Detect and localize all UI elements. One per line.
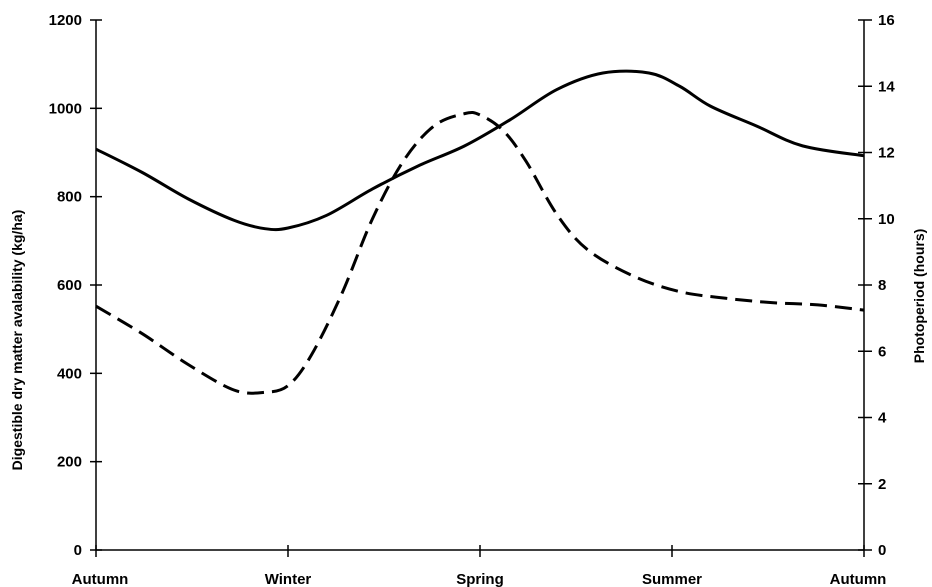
- left-tick-label: 800: [57, 189, 82, 206]
- right-tick-label: 2: [878, 476, 886, 493]
- right-tick-label: 6: [878, 343, 886, 360]
- x-tick-label: Autumn: [830, 571, 887, 587]
- left-axis-title: Digestible dry matter avalability (kg/ha…: [9, 210, 25, 471]
- left-tick-label: 0: [74, 542, 82, 559]
- right-tick-label: 12: [878, 145, 895, 162]
- chart-axes: 0 200 400 600 800 1000 1200 0 2 4 6 8 10 12 14 16 Autumn…: [49, 12, 896, 587]
- left-tick-label: 200: [57, 454, 82, 471]
- right-tick-label: 10: [878, 211, 895, 228]
- chart-series-layer: [95, 69, 865, 395]
- right-tick-label: 8: [878, 277, 886, 294]
- left-tick-label: 600: [57, 277, 82, 294]
- x-tick-label: Summer: [642, 571, 702, 587]
- solid-series-line: [95, 69, 865, 232]
- right-axis-title: Photoperiod (hours): [911, 229, 927, 364]
- x-tick-label: Winter: [265, 571, 312, 587]
- right-tick-label: 0: [878, 542, 886, 559]
- right-tick-label: 14: [878, 78, 895, 95]
- x-tick-label: Autumn: [72, 571, 129, 587]
- x-tick-label: Spring: [456, 571, 504, 587]
- left-tick-label: 1000: [49, 100, 82, 117]
- dashed-series-line: [95, 111, 865, 395]
- right-tick-label: 16: [878, 12, 895, 29]
- right-tick-label: 4: [878, 410, 887, 427]
- left-tick-label: 1200: [49, 12, 82, 29]
- left-tick-label: 400: [57, 365, 82, 382]
